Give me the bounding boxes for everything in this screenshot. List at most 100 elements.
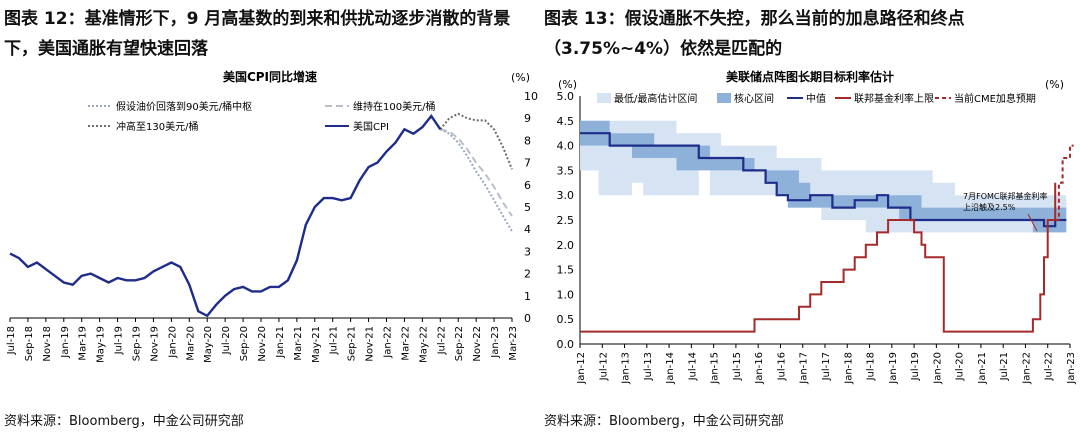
x-tick-label: Jul-22 [1044, 352, 1055, 381]
y-tick-label: 5 [524, 201, 531, 214]
x-tick-label: Nov-18 [42, 326, 53, 362]
x-tick-label: Jan-20 [932, 352, 943, 385]
x-tick-label: Jul-18 [866, 352, 877, 381]
x-tick-label: Jan-15 [710, 352, 721, 385]
annotation-text: 7月FOMC联邦基金利率 [963, 191, 1047, 201]
y-tick-label: 0.5 [557, 313, 575, 326]
y-tick-label: 1 [524, 290, 531, 303]
series-line [439, 128, 513, 232]
source-note: 资料来源：Bloomberg，中金公司研究部 [544, 414, 784, 429]
x-tick-label: Mar-20 [185, 326, 196, 361]
y-tick-label: 3 [524, 245, 531, 258]
left-panel: 图表 12：基准情形下，9 月高基数的到来和供扰动逐步消散的背景下，美国通胀有望… [4, 9, 538, 429]
y-tick-label: 1.0 [557, 288, 575, 301]
x-tick-label: Mar-19 [78, 326, 89, 361]
x-tick-label: Jul-20 [955, 352, 966, 381]
x-tick-label: May-20 [203, 326, 214, 363]
x-tick-label: Jan-13 [621, 352, 632, 385]
y-tick-label: 2 [524, 268, 531, 281]
source-note: 资料来源：Bloomberg，中金公司研究部 [4, 414, 244, 429]
x-tick-label: Jan-17 [799, 352, 810, 385]
legend-label: 联邦基金利率上限 [854, 92, 934, 105]
y-tick-label: 4 [524, 223, 531, 236]
y-tick-label: 3.5 [557, 164, 575, 177]
x-tick-label: Jan-23 [490, 326, 501, 359]
x-tick-label: Jul-19 [910, 352, 921, 381]
annotation-arrow [1027, 213, 1038, 232]
y-tick-label: 4.0 [557, 140, 575, 153]
legend-swatch [717, 93, 731, 103]
x-tick-label: Jul-19 [114, 326, 125, 355]
legend-label: 最低/最高估计区间 [614, 92, 697, 105]
x-tick-label: Jul-14 [687, 352, 698, 381]
x-tick-label: Nov-22 [472, 326, 483, 362]
x-tick-label: Nov-21 [365, 326, 376, 362]
y-tick-label: 7 [524, 157, 531, 170]
x-tick-label: Sep-19 [132, 326, 143, 361]
x-tick-label: Sep-22 [454, 326, 465, 361]
x-tick-label: Jan-16 [754, 352, 765, 385]
y-unit-label-left: (%) [558, 78, 577, 91]
y-tick-label: 3.0 [557, 189, 575, 202]
median-line [580, 132, 1067, 228]
x-tick-label: Jul-15 [732, 352, 743, 381]
dot-plot-rate-chart: 美联储点阵图长期目标利率估计 (%) (%) 0.0 0.5 1.0 1.5 2.0 2.… [557, 69, 1078, 385]
x-tick-label: Jan-12 [576, 352, 587, 385]
x-tick-label: May-19 [96, 326, 107, 363]
legend-label: 中值 [806, 92, 826, 105]
x-tick-label: Jul-12 [598, 352, 609, 381]
fed-funds-upper-line [580, 182, 1057, 333]
x-tick-label: Jan-22 [383, 326, 394, 359]
range-band-core [580, 120, 1067, 233]
x-tick-label: Jan-22 [1021, 352, 1032, 385]
legend-label: 冲高至130美元/桶 [116, 120, 198, 133]
x-tick-label: May-21 [311, 326, 322, 363]
y-tick-label: 10 [524, 90, 538, 103]
annotation-text: 上沿触及2.5% [963, 202, 1016, 212]
x-tick-label: Jul-16 [776, 352, 787, 381]
y-tick-label: 2.5 [557, 214, 575, 227]
cpi-line-chart: 美国CPI同比增速 (%) 0 1 2 3 4 5 6 7 8 9 10 Jul-18 Sep-18 No… [6, 69, 538, 363]
x-tick-label: Jan-21 [977, 352, 988, 385]
x-tick-label: Nov-20 [257, 326, 268, 362]
x-tick-label: Jul-21 [999, 352, 1010, 381]
x-tick-label: Jan-20 [167, 326, 178, 359]
y-unit-label-right: (%) [1045, 78, 1064, 91]
y-tick-label: 4.5 [557, 115, 575, 128]
x-tick-label: Sep-18 [24, 326, 35, 361]
x-tick-label: Jul-13 [643, 352, 654, 381]
x-tick-label: Mar-22 [400, 326, 411, 361]
y-tick-label: 5.0 [557, 90, 575, 103]
series-line [9, 113, 442, 318]
x-tick-label: Sep-20 [239, 326, 250, 361]
legend-label: 当前CME加息预期 [954, 92, 1036, 105]
x-tick-label: Jan-14 [665, 352, 676, 385]
x-tick-label: Jul-22 [436, 326, 447, 355]
chart-title: 美联储点阵图长期目标利率估计 [726, 69, 894, 84]
y-tick-label: 6 [524, 179, 531, 192]
x-tick-label: Jul-18 [6, 326, 17, 355]
right-panel: 图表 13：假设通胀不失控，那么当前的加息路径和终点（3.75%~4%）依然是匹… [540, 0, 1080, 435]
y-tick-label: 1.5 [557, 264, 575, 277]
x-tick-label: Jul-17 [821, 352, 832, 381]
legend-label: 假设油价回落到90美元/桶中枢 [116, 100, 252, 113]
x-tick-label: Jan-19 [888, 352, 899, 385]
y-tick-label: 8 [524, 134, 531, 147]
x-tick-label: Jan-18 [843, 352, 854, 385]
x-tick-label: Mar-23 [508, 326, 519, 361]
chart-title: 美国CPI同比增速 [223, 69, 317, 84]
x-tick-label: Jan-23 [1066, 352, 1077, 385]
x-tick-label: Mar-21 [293, 326, 304, 361]
cme-expectation-line [1055, 144, 1074, 221]
x-tick-label: Sep-21 [347, 326, 358, 361]
x-tick-label: May-22 [418, 326, 429, 363]
figure-13-heading: 图表 13：假设通胀不失控，那么当前的加息路径和终点（3.75%~4%）依然是匹… [544, 9, 965, 59]
x-tick-label: Jan-21 [275, 326, 286, 359]
x-tick-label: Nov-19 [149, 326, 160, 362]
y-tick-label: 0 [524, 312, 531, 325]
y-tick-label: 9 [524, 112, 531, 125]
legend-label: 核心区间 [734, 92, 774, 105]
figure-12-heading: 图表 12：基准情形下，9 月高基数的到来和供扰动逐步消散的背景下，美国通胀有望… [4, 9, 511, 59]
legend-label: 美国CPI [353, 120, 389, 133]
y-tick-label: 2.0 [557, 239, 575, 252]
